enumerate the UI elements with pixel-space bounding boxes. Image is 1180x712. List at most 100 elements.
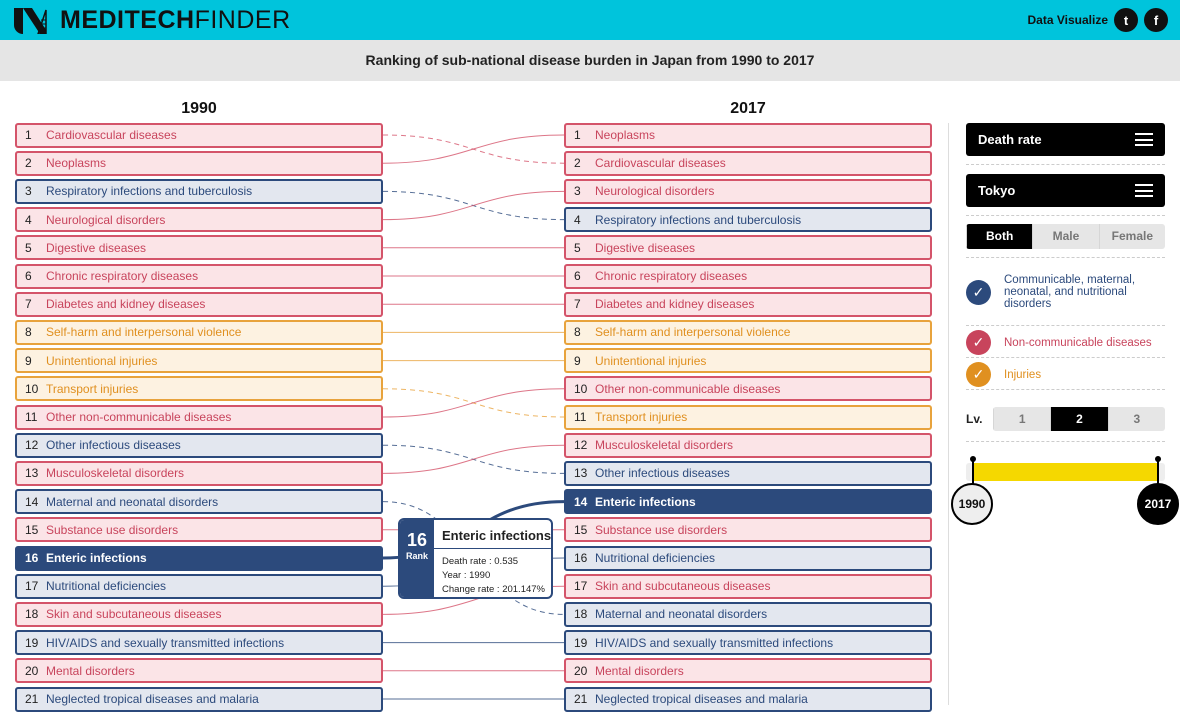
page-title: Ranking of sub-national disease burden i… bbox=[0, 40, 1180, 81]
disease-name: Neoplasms bbox=[595, 128, 656, 142]
rank-number: 6 bbox=[25, 269, 32, 283]
rank-item-y2017[interactable]: 5 Digestive diseases bbox=[564, 235, 932, 261]
disease-name: Skin and subcutaneous diseases bbox=[595, 579, 771, 594]
legend-label: Non-communicable diseases bbox=[1004, 336, 1152, 349]
rank-item-y1990[interactable]: 17 Nutritional deficiencies bbox=[15, 573, 383, 599]
rank-item-y2017[interactable]: 20 Mental disorders bbox=[564, 658, 932, 684]
rank-item-y2017[interactable]: 12 Musculoskeletal disorders bbox=[564, 432, 932, 458]
rank-item-y2017[interactable]: 8 Self-harm and interpersonal violence bbox=[564, 319, 932, 345]
location-dropdown[interactable]: Tokyo bbox=[966, 174, 1165, 207]
legend-communicable[interactable]: ✓ Communicable, maternal, neonatal, and n… bbox=[966, 274, 1156, 310]
year-2017-heading: 2017 bbox=[730, 100, 766, 117]
rank-item-y2017[interactable]: 9 Unintentional injuries bbox=[564, 348, 932, 374]
rank-item-y1990[interactable]: 20 Mental disorders bbox=[15, 658, 383, 684]
disease-name: Digestive diseases bbox=[595, 240, 696, 255]
disease-name: Neglected tropical diseases and malaria bbox=[46, 692, 259, 706]
level-selector: 1 2 3 bbox=[993, 407, 1165, 431]
sex-female-button[interactable]: Female bbox=[1098, 224, 1165, 249]
end-year-badge[interactable]: 2017 bbox=[1137, 483, 1179, 525]
rank-item-y1990[interactable]: 3 Respiratory infections and tuberculosis bbox=[15, 178, 383, 204]
connector-line bbox=[382, 388, 565, 418]
rank-item-y2017[interactable]: 18 Maternal and neonatal disorders bbox=[564, 601, 932, 627]
rank-item-y1990[interactable]: 2 Neoplasms bbox=[15, 150, 383, 176]
disease-name: Musculoskeletal disorders bbox=[46, 466, 185, 481]
rank-number: 1 bbox=[574, 128, 581, 142]
rank-item-y1990[interactable]: 13 Musculoskeletal disorders bbox=[15, 460, 383, 486]
disease-name: Maternal and neonatal disorders bbox=[595, 607, 768, 622]
rank-number: 1 bbox=[25, 128, 32, 142]
disease-name: HIV/AIDS and sexually transmitted infect… bbox=[46, 635, 285, 650]
disease-name: Respiratory infections and tuberculosis bbox=[595, 212, 802, 227]
rank-number: 19 bbox=[25, 635, 39, 650]
tooltip-rank: 16 bbox=[406, 530, 428, 550]
legend-non-communicable[interactable]: ✓ Non-communicable diseases bbox=[966, 330, 1152, 355]
facebook-icon[interactable]: f bbox=[1144, 8, 1168, 32]
rank-item-y1990[interactable]: 14 Maternal and neonatal disorders bbox=[15, 489, 383, 515]
rank-item-y2017[interactable]: 21 Neglected tropical diseases and malari… bbox=[564, 686, 932, 712]
rank-number: 10 bbox=[574, 381, 588, 396]
logo[interactable]: MEDITECHFINDER bbox=[14, 6, 291, 35]
rank-item-y1990[interactable]: 8 Self-harm and interpersonal violence bbox=[15, 319, 383, 345]
rank-item-y1990[interactable]: 6 Chronic respiratory diseases bbox=[15, 263, 383, 289]
rank-item-y2017[interactable]: 3 Neurological disorders bbox=[564, 178, 932, 204]
disease-name: Mental disorders bbox=[46, 663, 135, 678]
rank-item-y1990[interactable]: 19 HIV/AIDS and sexually transmitted infe… bbox=[15, 630, 383, 656]
disease-name: Unintentional injuries bbox=[46, 353, 158, 368]
disease-name: Other infectious diseases bbox=[46, 438, 181, 453]
legend-label: Injuries bbox=[1004, 368, 1042, 381]
disease-name: Respiratory infections and tuberculosis bbox=[46, 184, 253, 199]
measure-dropdown[interactable]: Death rate bbox=[966, 123, 1165, 156]
rank-item-y2017[interactable]: 13 Other infectious diseases bbox=[564, 460, 932, 486]
rank-item-y2017[interactable]: 14 Enteric infections bbox=[564, 489, 932, 515]
disease-name: Other infectious diseases bbox=[595, 466, 730, 481]
rank-item-y2017[interactable]: 7 Diabetes and kidney diseases bbox=[564, 291, 932, 317]
rank-item-y1990[interactable]: 10 Transport injuries bbox=[15, 376, 383, 402]
rank-item-y1990[interactable]: 18 Skin and subcutaneous diseases bbox=[15, 601, 383, 627]
level-1-button[interactable]: 1 bbox=[993, 407, 1050, 431]
data-visualize-link[interactable]: Data Visualize bbox=[1027, 13, 1108, 27]
brand-name: MEDITECHFINDER bbox=[60, 6, 291, 35]
rank-item-y1990[interactable]: 16 Enteric infections bbox=[15, 545, 383, 571]
rank-item-y2017[interactable]: 2 Cardiovascular diseases bbox=[564, 150, 932, 176]
rank-number: 6 bbox=[574, 269, 581, 283]
sex-both-button[interactable]: Both bbox=[966, 224, 1033, 249]
start-year-badge[interactable]: 1990 bbox=[951, 483, 993, 525]
rank-item-y2017[interactable]: 6 Chronic respiratory diseases bbox=[564, 263, 932, 289]
rank-item-y2017[interactable]: 10 Other non-communicable diseases bbox=[564, 376, 932, 402]
rank-item-y2017[interactable]: 4 Respiratory infections and tuberculosis bbox=[564, 207, 932, 233]
rank-item-y1990[interactable]: 15 Substance use disorders bbox=[15, 517, 383, 543]
rank-item-y2017[interactable]: 17 Skin and subcutaneous diseases bbox=[564, 573, 932, 599]
rank-item-y1990[interactable]: 21 Neglected tropical diseases and malari… bbox=[15, 686, 383, 712]
rank-item-y1990[interactable]: 5 Digestive diseases bbox=[15, 235, 383, 261]
rank-number: 12 bbox=[574, 438, 588, 453]
disease-name: Neglected tropical diseases and malaria bbox=[595, 692, 808, 706]
level-3-button[interactable]: 3 bbox=[1107, 407, 1165, 431]
rank-number: 2 bbox=[574, 156, 581, 171]
rank-number: 7 bbox=[574, 297, 581, 312]
disease-name: Maternal and neonatal disorders bbox=[46, 494, 219, 509]
rank-number: 18 bbox=[574, 607, 588, 622]
year-timeline[interactable] bbox=[966, 456, 1165, 491]
disease-name: Nutritional deficiencies bbox=[595, 551, 716, 565]
rank-item-y1990[interactable]: 7 Diabetes and kidney diseases bbox=[15, 291, 383, 317]
sex-male-button[interactable]: Male bbox=[1032, 224, 1098, 249]
level-2-button[interactable]: 2 bbox=[1050, 407, 1108, 431]
rank-item-y1990[interactable]: 1 Cardiovascular diseases bbox=[15, 122, 383, 148]
rank-item-y2017[interactable]: 1 Neoplasms bbox=[564, 122, 932, 148]
disease-name: Substance use disorders bbox=[595, 522, 728, 537]
rank-item-y2017[interactable]: 11 Transport injuries bbox=[564, 404, 932, 430]
rank-item-y1990[interactable]: 11 Other non-communicable diseases bbox=[15, 404, 383, 430]
rank-item-y2017[interactable]: 15 Substance use disorders bbox=[564, 517, 932, 543]
twitter-icon[interactable]: t bbox=[1114, 8, 1138, 32]
rank-item-y1990[interactable]: 4 Neurological disorders bbox=[15, 207, 383, 233]
rank-item-y2017[interactable]: 19 HIV/AIDS and sexually transmitted infe… bbox=[564, 630, 932, 656]
rank-item-y1990[interactable]: 9 Unintentional injuries bbox=[15, 348, 383, 374]
measure-value: Death rate bbox=[978, 132, 1042, 147]
check-icon: ✓ bbox=[966, 279, 991, 305]
legend-injuries[interactable]: ✓ Injuries bbox=[966, 362, 1041, 387]
rank-item-y1990[interactable]: 12 Other infectious diseases bbox=[15, 432, 383, 458]
rank-number: 11 bbox=[574, 410, 587, 424]
rank-number: 5 bbox=[25, 240, 32, 255]
rank-item-y2017[interactable]: 16 Nutritional deficiencies bbox=[564, 545, 932, 571]
disease-name: Neurological disorders bbox=[46, 212, 166, 227]
